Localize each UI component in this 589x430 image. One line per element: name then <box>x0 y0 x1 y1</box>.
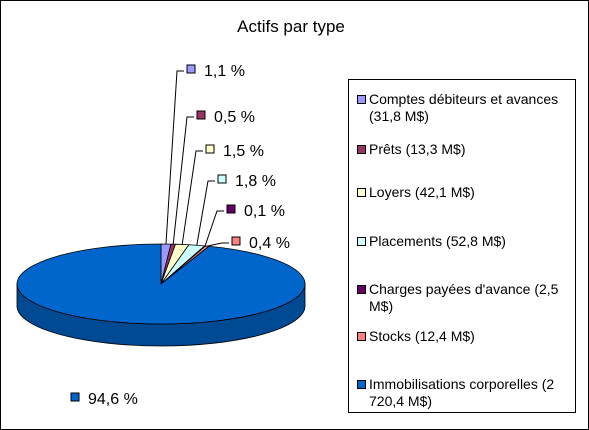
legend: Comptes débiteurs et avances (31,8 M$) Pr… <box>348 79 576 413</box>
leader-line-1 <box>172 116 194 245</box>
data-label-swatch-1 <box>196 110 206 120</box>
data-label-swatch-6 <box>70 392 80 402</box>
legend-item-3: Placements (52,8 M$) <box>357 233 572 250</box>
data-label-swatch-0 <box>186 64 196 74</box>
legend-swatch-4 <box>357 285 366 294</box>
data-label-5: 0,4 % <box>249 235 290 252</box>
legend-swatch-1 <box>357 145 366 154</box>
legend-swatch-3 <box>357 237 366 246</box>
legend-item-6: Immobilisations corporelles (2 720,4 M$) <box>357 376 572 410</box>
leader-line-0 <box>165 70 184 245</box>
leader-line-3 <box>196 180 215 246</box>
legend-label-0: Comptes débiteurs et avances (31,8 M$) <box>369 91 559 124</box>
pie-slice-6 <box>16 243 306 325</box>
leader-line-2 <box>181 150 203 245</box>
legend-swatch-5 <box>357 332 366 341</box>
legend-item-5: Stocks (12,4 M$) <box>357 328 572 345</box>
data-label-1: 0,5 % <box>214 109 255 126</box>
data-label-4: 0,1 % <box>244 203 285 220</box>
legend-swatch-2 <box>357 188 366 197</box>
data-label-2: 1,5 % <box>223 143 264 160</box>
legend-swatch-0 <box>357 95 366 104</box>
data-label-swatch-5 <box>231 236 241 246</box>
leader-line-5 <box>207 242 229 247</box>
data-label-swatch-3 <box>217 174 227 184</box>
data-label-6: 94,6 % <box>88 391 138 408</box>
legend-label-5: Stocks (12,4 M$) <box>369 328 475 344</box>
data-label-swatch-4 <box>226 204 236 214</box>
legend-label-2: Loyers (42,1 M$) <box>369 184 475 200</box>
data-label-3: 1,8 % <box>235 173 276 190</box>
legend-item-2: Loyers (42,1 M$) <box>357 184 572 201</box>
legend-item-4: Charges payées d'avance (2,5 M$) <box>357 281 572 315</box>
legend-item-0: Comptes débiteurs et avances (31,8 M$) <box>357 91 572 125</box>
legend-swatch-6 <box>357 380 366 389</box>
legend-item-1: Prêts (13,3 M$) <box>357 141 572 158</box>
legend-label-6: Immobilisations corporelles (2 720,4 M$) <box>369 376 555 409</box>
leader-line-4 <box>204 210 224 247</box>
data-label-0: 1,1 % <box>204 63 245 80</box>
legend-label-4: Charges payées d'avance (2,5 M$) <box>369 281 559 314</box>
legend-label-1: Prêts (13,3 M$) <box>369 141 466 157</box>
legend-label-3: Placements (52,8 M$) <box>369 233 506 249</box>
chart-title: Actifs par type <box>237 17 345 36</box>
data-label-swatch-2 <box>205 144 215 154</box>
